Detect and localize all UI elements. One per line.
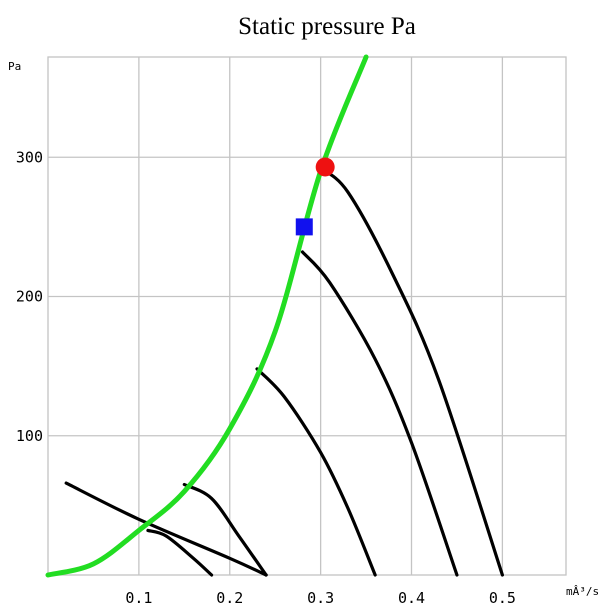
y-tick-label-1: 200	[16, 288, 43, 306]
x-axis-unit-label: mÂ³/s	[566, 585, 599, 598]
y-tick-label-2: 300	[16, 148, 43, 166]
duty-point-marker	[295, 218, 313, 236]
curves	[45, 54, 504, 578]
fan-curve-1	[64, 481, 268, 577]
y-axis-unit-label: Pa	[8, 60, 21, 73]
grid	[48, 57, 566, 575]
fan-curve-2	[146, 528, 214, 577]
y-tick-label-0: 100	[16, 427, 43, 445]
fan-curve-3	[182, 482, 268, 577]
x-tick-label-3: 0.4	[398, 589, 425, 607]
x-tick-label-4: 0.5	[489, 589, 516, 607]
x-tick-label-0: 0.1	[125, 589, 152, 607]
operating-point-marker	[315, 157, 335, 177]
fan-curve-4	[255, 367, 377, 577]
fan-curve-5	[300, 250, 459, 577]
x-tick-label-2: 0.3	[307, 589, 334, 607]
markers	[295, 157, 335, 236]
tick-labels: 0.1 0.2 0.3 0.4 0.5 100 200 300	[16, 148, 516, 607]
x-tick-label-1: 0.2	[216, 589, 243, 607]
chart-title: Static pressure Pa	[238, 13, 416, 40]
plot-frame	[47, 56, 567, 576]
fan-curve-6	[319, 166, 504, 577]
